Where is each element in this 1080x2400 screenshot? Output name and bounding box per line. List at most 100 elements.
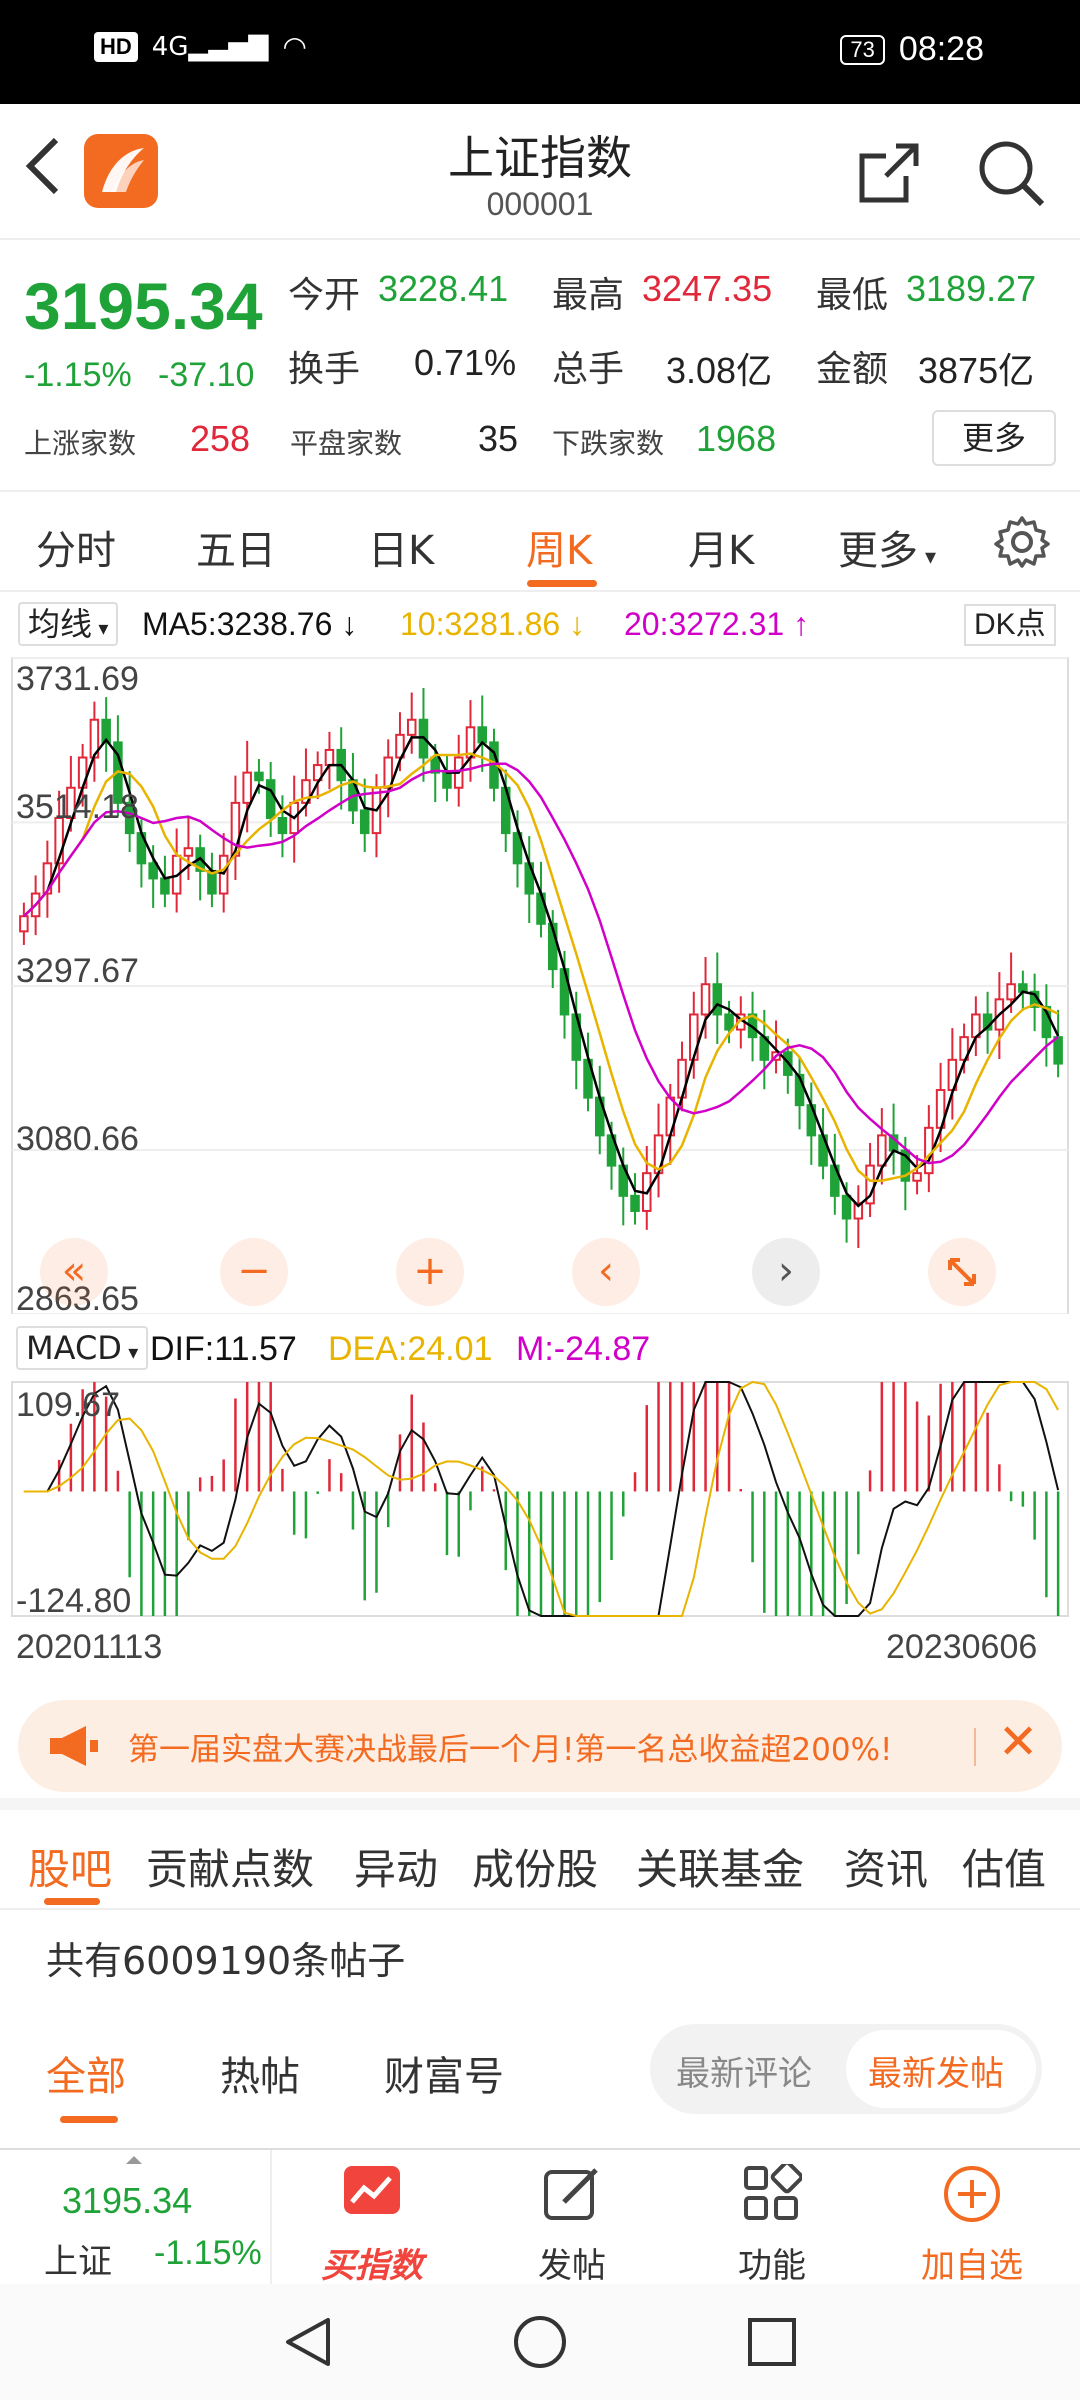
quote-panel: 3195.34 -1.15% -37.10 今开 3228.41 最高 3247…: [0, 240, 1080, 488]
mini-price: 3195.34: [62, 2180, 193, 2221]
zoom-in-button[interactable]: +: [396, 1238, 464, 1306]
functions-label: 功能: [738, 2246, 806, 2286]
stock-code: 000001: [486, 186, 594, 222]
share-icon[interactable]: [856, 140, 922, 210]
candle-body: [724, 1013, 734, 1031]
candle-body: [442, 771, 452, 789]
more-button[interactable]: 更多: [932, 410, 1056, 466]
clock: 08:28: [898, 30, 984, 68]
nav-home-icon[interactable]: [512, 2314, 568, 2374]
sort-latest-comment[interactable]: 最新评论: [676, 2054, 812, 2094]
down-count: 1968: [696, 418, 777, 459]
candle-body: [254, 771, 264, 782]
tab-constituents[interactable]: 成份股: [472, 1845, 599, 1894]
app-logo: [84, 134, 158, 208]
kline-chart[interactable]: [0, 654, 1080, 1318]
banner-divider: [974, 1728, 976, 1766]
tab-more[interactable]: 更多 ▾: [838, 528, 937, 574]
plus-circle-icon: [942, 2164, 1002, 2228]
y-tick-5: 2863.65: [16, 1280, 139, 1318]
current-price: 3195.34: [24, 269, 263, 343]
page-title: 上证指数: [448, 131, 632, 185]
section-divider: [0, 1798, 1080, 1810]
tab-weekly-k[interactable]: 周K: [526, 528, 593, 574]
search-icon[interactable]: [976, 138, 1046, 212]
post-button[interactable]: 发帖: [472, 2150, 672, 2286]
candle-body: [277, 816, 288, 835]
candle-body: [841, 1194, 852, 1220]
candle-body: [160, 877, 170, 895]
candle-body: [265, 779, 276, 819]
active-subtab-indicator: [44, 1898, 100, 1905]
ma-indicator-row: 均线 ▾ MA5:3238.76 ↓ 10:3281.86 ↓ 20:3272.…: [0, 596, 1080, 654]
functions-button[interactable]: 功能: [672, 2150, 872, 2286]
scroll-start-button[interactable]: «: [40, 1238, 108, 1306]
candle-body: [406, 718, 417, 736]
candle-body: [19, 915, 29, 933]
nav-back-icon[interactable]: [280, 2314, 336, 2374]
y-tick-2: 3514.18: [16, 788, 139, 826]
dk-point-button[interactable]: DK点: [964, 604, 1056, 646]
add-watchlist-label: 加自选: [921, 2246, 1023, 2286]
candle-body: [101, 718, 111, 744]
tab-five-day[interactable]: 五日: [196, 528, 276, 574]
post-count: 共有6009190条帖子: [46, 1939, 406, 1983]
candle-body: [359, 809, 370, 835]
candle-body: [512, 832, 523, 865]
active-filter-indicator: [60, 2116, 118, 2123]
candle-body: [124, 801, 135, 835]
back-icon[interactable]: [22, 134, 72, 204]
tab-contribution[interactable]: 贡献点数: [146, 1845, 315, 1894]
ma5-value: MA5:3238.76 ↓: [142, 606, 358, 642]
macd-tick-top: 109.67: [16, 1386, 120, 1424]
gear-icon[interactable]: [994, 514, 1050, 574]
ma10-line: [23, 752, 1059, 1182]
expand-up-icon: [126, 2156, 142, 2164]
candle-body: [477, 726, 487, 744]
open-value: 3228.41: [378, 268, 509, 309]
buy-index-button[interactable]: 买指数: [272, 2150, 472, 2286]
tab-monthly-k[interactable]: 月K: [688, 528, 755, 574]
sort-toggle: 最新评论 最新发帖: [650, 2024, 1042, 2114]
close-icon[interactable]: ✕: [998, 1714, 1039, 1770]
candle-body: [794, 1073, 805, 1107]
expand-icon[interactable]: [928, 1238, 996, 1306]
flat-count: 35: [478, 418, 519, 459]
status-bar: HD 4G▂▃▅▇ ◠ 73 08:28: [0, 0, 1080, 104]
promo-banner[interactable]: 第一届实盘大赛决战最后一个月!第一名总收益超200%! ✕: [18, 1700, 1062, 1792]
candle-body: [700, 983, 711, 1016]
candle-body: [630, 1194, 640, 1212]
header: 上证指数 000001: [0, 104, 1080, 240]
filter-all[interactable]: 全部: [46, 2054, 126, 2100]
tab-valuation[interactable]: 估值: [962, 1845, 1047, 1894]
scroll-right-button[interactable]: ›: [752, 1238, 820, 1306]
tab-daily-k[interactable]: 日K: [368, 528, 435, 574]
sort-active-bg: [846, 2030, 1036, 2108]
tab-news[interactable]: 资讯: [844, 1845, 929, 1894]
candle-body: [1053, 1036, 1063, 1065]
tab-movement[interactable]: 异动: [354, 1845, 439, 1894]
amount-value: 3875亿: [918, 350, 1035, 391]
mini-quote[interactable]: 3195.34 上证 -1.15%: [0, 2150, 272, 2286]
filter-fortune[interactable]: 财富号: [384, 2054, 504, 2100]
active-tab-indicator: [527, 580, 597, 587]
zoom-out-button[interactable]: −: [220, 1238, 288, 1306]
macd-selector[interactable]: MACD ▾: [16, 1326, 149, 1370]
tab-related-funds[interactable]: 关联基金: [636, 1845, 805, 1894]
ma-selector[interactable]: 均线 ▾: [18, 602, 119, 646]
dif-value: DIF:11.57: [150, 1330, 297, 1368]
sort-latest-post[interactable]: 最新发帖: [868, 2054, 1004, 2094]
banner-text: 第一届实盘大赛决战最后一个月!第一名总收益超200%!: [128, 1732, 893, 1768]
candle-body: [183, 847, 194, 857]
tab-forum[interactable]: 股吧: [28, 1845, 113, 1894]
amount-label: 金额: [816, 349, 889, 390]
nav-recent-icon[interactable]: [744, 2314, 800, 2374]
tab-intraday[interactable]: 分时: [36, 528, 116, 574]
filter-hot[interactable]: 热帖: [220, 2054, 300, 2100]
low-label: 最低: [816, 275, 889, 316]
add-watchlist-button[interactable]: 加自选: [872, 2150, 1072, 2286]
scroll-left-button[interactable]: ‹: [572, 1238, 640, 1306]
candle-body: [547, 922, 558, 971]
change-amount: -37.10: [158, 356, 255, 394]
macd-chart[interactable]: [0, 1380, 1080, 1624]
